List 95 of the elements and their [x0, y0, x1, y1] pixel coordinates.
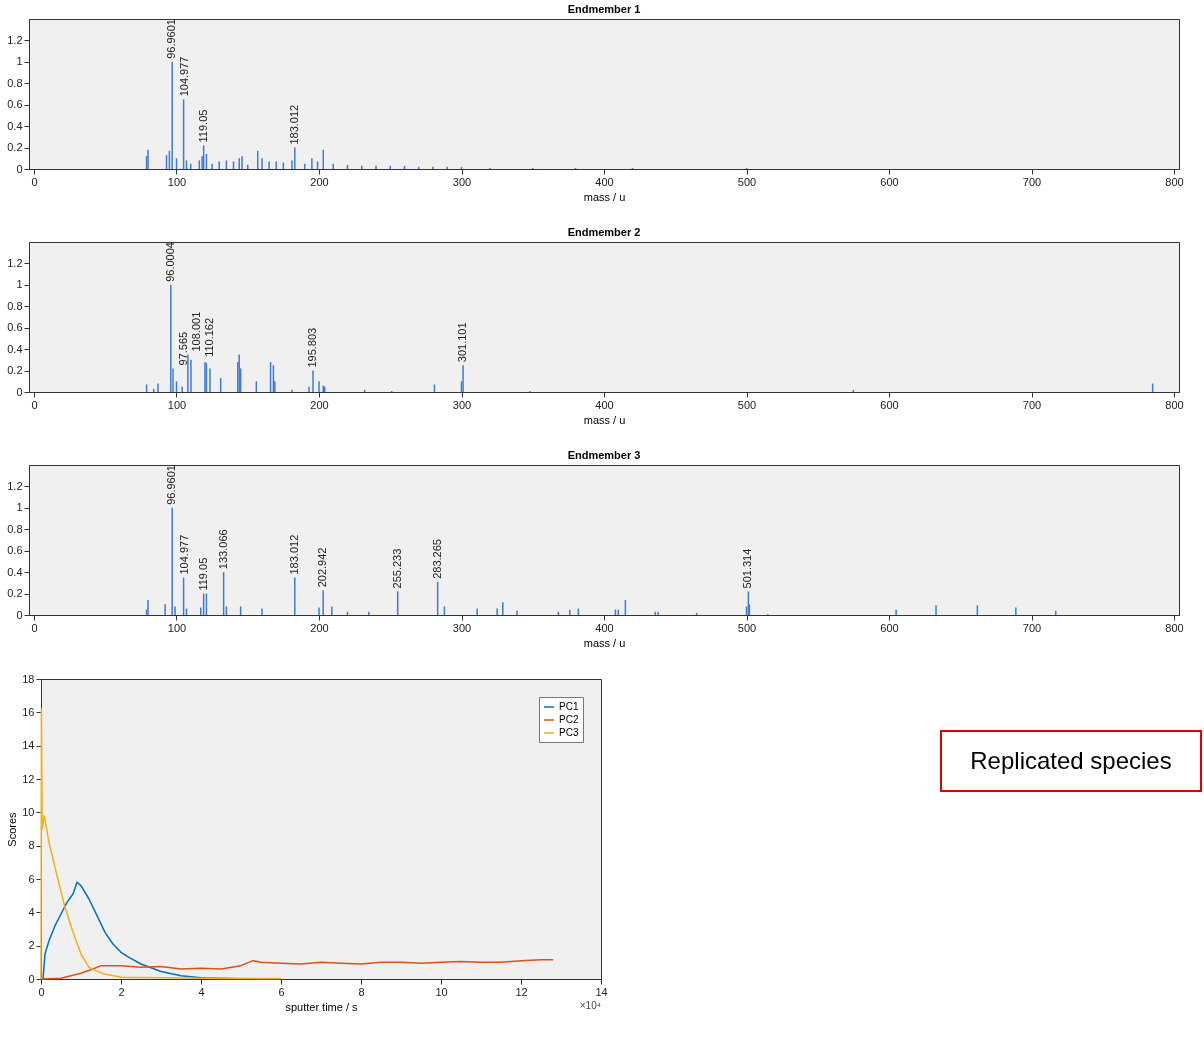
y-tick-label: 2	[28, 939, 35, 952]
y-axis-title: Scores	[6, 811, 19, 847]
x-tick-label: 500	[737, 175, 757, 188]
annotation: 202.942	[316, 547, 329, 588]
legend-label: PC2	[559, 714, 579, 725]
x-tick-label: 500	[737, 398, 757, 411]
y-tick-label: 1.2	[7, 33, 23, 46]
annotation: 97.565	[176, 331, 189, 366]
x-tick-label: 800	[1165, 398, 1184, 411]
x-tick-label: 400	[595, 398, 614, 411]
y-tick-label: 8	[28, 839, 35, 852]
annotation: 119.05	[196, 109, 209, 143]
annotation: 255.233	[390, 548, 403, 589]
y-tick-label: 0.8	[7, 522, 23, 535]
y-tick-label: 0.4	[7, 342, 23, 355]
x-tick-label: 600	[880, 621, 899, 634]
y-tick-label: 0.2	[7, 141, 23, 154]
y-tick-label: 0	[16, 162, 23, 175]
y-tick-label: 1	[16, 55, 23, 68]
y-tick-label: 4	[28, 905, 35, 918]
x-tick-label: 6	[278, 985, 285, 998]
y-tick-label: 0	[16, 385, 23, 398]
x-tick-label: 400	[595, 175, 614, 188]
x-tick-label: 200	[310, 398, 329, 411]
y-tick-label: 18	[22, 672, 35, 685]
x-tick-label: 400	[595, 621, 614, 634]
x-tick-label: 300	[452, 621, 472, 634]
x-tick-label: 800	[1165, 621, 1184, 634]
x-tick-label: 300	[452, 175, 472, 188]
x-tick-label: 600	[880, 175, 899, 188]
y-tick-label: 0.4	[7, 565, 23, 578]
x-tick-label: 0	[38, 985, 45, 998]
x-tick-label: 100	[167, 398, 187, 411]
annotation: 183.012	[287, 104, 300, 145]
chart-title: Endmember 1	[567, 3, 641, 15]
annotation: 96.9601	[165, 465, 178, 505]
y-tick-label: 16	[22, 705, 35, 718]
x-tick-label: 100	[167, 621, 187, 634]
annotation: 96.0004	[163, 242, 176, 282]
x-tick-label: 14	[595, 985, 608, 998]
text: Replicated species	[970, 747, 1172, 775]
x-tick-label: 8	[358, 985, 365, 998]
y-tick-label: 0	[28, 972, 35, 985]
y-tick-label: 6	[28, 872, 35, 885]
annotation: 133.066	[216, 529, 229, 570]
annotation: 195.803	[306, 327, 319, 368]
annotation: 119.05	[196, 557, 209, 591]
y-tick-label: 0.8	[7, 299, 23, 312]
y-tick-label: 0.8	[7, 76, 23, 89]
annotation: 110.162	[202, 317, 215, 357]
y-tick-label: 0.6	[7, 544, 23, 557]
annotation: 183.012	[287, 534, 300, 575]
annotation: 104.977	[178, 56, 191, 97]
x-axis-title: mass / u	[583, 413, 626, 426]
chart-title: Endmember 3	[567, 449, 641, 461]
x-tick-label: 100	[167, 175, 187, 188]
x-tick-label: 200	[310, 175, 329, 188]
y-tick-label: 0.2	[7, 587, 23, 600]
x-tick-label: 10	[435, 985, 448, 998]
x-tick-label: 300	[452, 398, 472, 411]
y-tick-label: 0.6	[7, 98, 23, 111]
annotation: 96.9601	[165, 19, 178, 59]
chart-title: Endmember 2	[567, 226, 641, 238]
x-axis-title: mass / u	[583, 190, 626, 203]
x-tick-label: 2	[118, 985, 125, 998]
annotation: 108.001	[189, 311, 202, 352]
y-tick-label: 0.6	[7, 321, 23, 334]
legend-label: PC3	[559, 727, 579, 738]
x-tick-label: 700	[1022, 175, 1042, 188]
y-tick-label: 10	[22, 805, 35, 818]
y-tick-label: 1	[16, 278, 23, 291]
x-tick-label: 4	[198, 985, 205, 998]
annotation: 501.314	[741, 548, 754, 589]
text: ×10⁴	[579, 1000, 601, 1011]
y-tick-label: 12	[22, 772, 35, 785]
x-tick-label: 200	[310, 621, 329, 634]
y-tick-label: 1	[16, 501, 23, 514]
x-axis-title: mass / u	[583, 636, 626, 649]
x-tick-label: 12	[515, 985, 528, 998]
y-tick-label: 0.2	[7, 364, 23, 377]
x-axis-title: sputter time / s	[285, 1000, 359, 1013]
y-tick-label: 0	[16, 608, 23, 621]
y-tick-label: 1.2	[7, 479, 23, 492]
legend-label: PC1	[559, 701, 579, 712]
y-tick-label: 14	[22, 739, 35, 752]
x-tick-label: 800	[1165, 175, 1184, 188]
y-tick-label: 1.2	[7, 256, 23, 269]
annotation: 283.265	[430, 539, 443, 579]
annotation: 104.977	[178, 534, 191, 575]
annotation: 301.101	[456, 322, 469, 363]
x-tick-label: 700	[1022, 398, 1042, 411]
x-tick-label: 700	[1022, 621, 1042, 634]
x-tick-label: 500	[737, 621, 757, 634]
y-tick-label: 0.4	[7, 119, 23, 132]
x-tick-label: 600	[880, 398, 899, 411]
